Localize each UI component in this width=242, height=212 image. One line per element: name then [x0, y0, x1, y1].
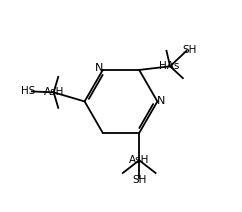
Text: HS: HS — [21, 86, 35, 96]
Text: HAs: HAs — [159, 61, 179, 71]
Text: SH: SH — [182, 45, 197, 55]
Text: N: N — [157, 96, 166, 106]
Text: AsH: AsH — [129, 155, 150, 165]
Text: SH: SH — [132, 175, 146, 185]
Text: AsH: AsH — [45, 87, 65, 97]
Text: N: N — [95, 63, 104, 74]
